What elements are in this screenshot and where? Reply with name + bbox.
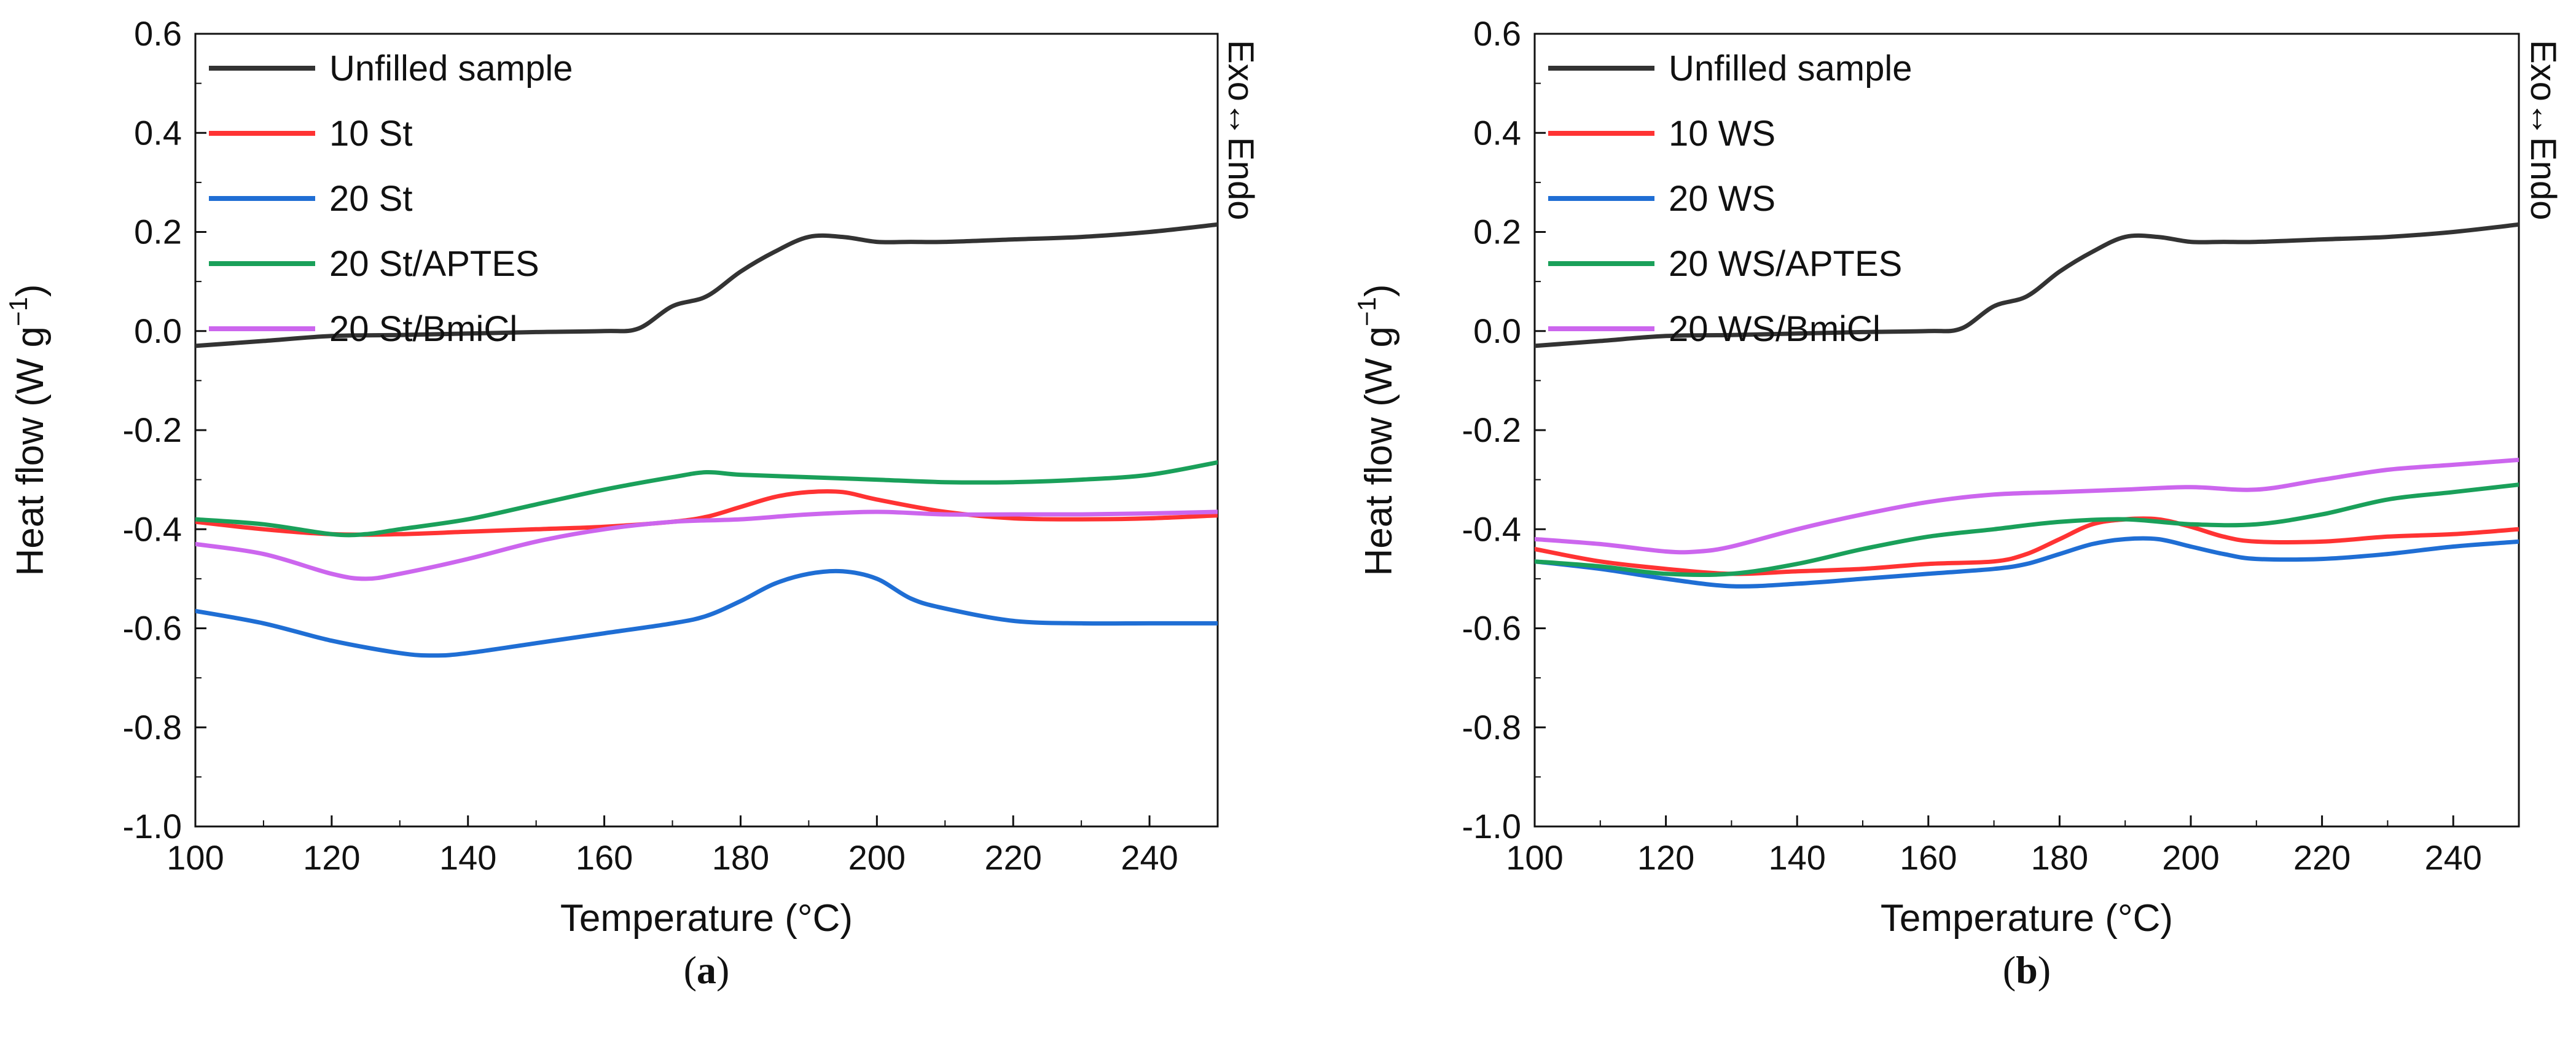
series-line-20-ws-aptes bbox=[1535, 482, 2519, 578]
y-tick-label: -1.0 bbox=[123, 807, 182, 846]
series-line-20-st-bmicl bbox=[195, 509, 1218, 581]
x-tick-label: 200 bbox=[2162, 838, 2219, 877]
y-tick-label: -0.2 bbox=[1462, 410, 1522, 449]
panel-label: (b) bbox=[2003, 948, 2051, 992]
legend-label: 10 WS bbox=[1669, 114, 1775, 154]
x-tick-label: 140 bbox=[1768, 838, 1825, 877]
series-line-unfilled-sample bbox=[1535, 222, 2519, 348]
x-axis-label: Temperature (°C) bbox=[560, 897, 853, 940]
series-line-20-ws-bmicl bbox=[1535, 457, 2519, 555]
x-tick-label: 200 bbox=[848, 838, 906, 877]
x-tick-label: 180 bbox=[2031, 838, 2088, 877]
panel-label: (a) bbox=[684, 948, 730, 992]
legend-label: 20 St/BmiCl bbox=[329, 309, 517, 349]
legend-label: 20 WS bbox=[1669, 179, 1775, 219]
y-tick-label: 0.0 bbox=[1473, 312, 1521, 350]
y-tick-label: 0.4 bbox=[1473, 113, 1521, 152]
x-tick-label: 160 bbox=[576, 838, 633, 877]
y-tick-label: -0.8 bbox=[123, 708, 182, 747]
y-tick-label: 0.4 bbox=[134, 113, 182, 152]
legend-label: 20 St bbox=[329, 179, 412, 219]
x-tick-label: 220 bbox=[2293, 838, 2351, 877]
y-tick-label: 0.2 bbox=[1473, 213, 1521, 251]
y-tick-label: -0.4 bbox=[123, 509, 182, 548]
x-tick-label: 160 bbox=[1900, 838, 1957, 877]
series-line-unfilled-sample bbox=[195, 222, 1218, 348]
y-tick-label: -0.8 bbox=[1462, 708, 1522, 747]
legend: Unfilled sample 10 St 20 St 20 St/APTES 20 S… bbox=[209, 49, 573, 349]
x-tick-label: 240 bbox=[1121, 838, 1178, 877]
y-tick-label: -0.2 bbox=[123, 410, 182, 449]
x-tick-label: 100 bbox=[1506, 838, 1563, 877]
y-tick-label: 0.6 bbox=[1473, 14, 1521, 53]
series-line-10-st bbox=[195, 489, 1218, 537]
x-tick-label: 180 bbox=[712, 838, 769, 877]
series-line-20-st-aptes bbox=[195, 460, 1218, 538]
legend-label: Unfilled sample bbox=[329, 49, 573, 88]
x-tick-label: 100 bbox=[166, 838, 224, 877]
legend-label: 20 WS/BmiCl bbox=[1669, 309, 1881, 349]
y-tick-label: 0.0 bbox=[134, 312, 182, 350]
y-tick-label: -0.4 bbox=[1462, 509, 1522, 548]
legend-label: Unfilled sample bbox=[1669, 49, 1912, 88]
legend-label: 20 St/APTES bbox=[329, 244, 539, 284]
x-axis-label: Temperature (°C) bbox=[1881, 897, 2173, 940]
y-axis-label: Heat flow (W g−1) bbox=[4, 284, 52, 576]
x-tick-label: 220 bbox=[984, 838, 1041, 877]
legend: Unfilled sample 10 WS 20 WS 20 WS/APTES 20 W… bbox=[1548, 49, 1912, 349]
y-tick-label: -0.6 bbox=[123, 609, 182, 648]
series-line-20-st bbox=[195, 568, 1218, 658]
chart-panel-a: 100 120 140 160 180 200 220 240 0.6 0.4 0.2 0.0 -0.2… bbox=[4, 14, 1261, 992]
series-line-20-ws bbox=[1535, 536, 2519, 589]
y-tick-label: -0.6 bbox=[1462, 609, 1522, 648]
y-tick-label: 0.6 bbox=[134, 14, 182, 53]
exo-endo-note: Exo↔Endo bbox=[1221, 40, 1261, 220]
x-tick-label: 240 bbox=[2424, 838, 2481, 877]
legend-label: 20 WS/APTES bbox=[1669, 244, 1902, 284]
x-tick-label: 140 bbox=[439, 838, 496, 877]
y-tick-label: 0.2 bbox=[134, 213, 182, 251]
x-tick-label: 120 bbox=[1637, 838, 1694, 877]
y-axis-label: Heat flow (W g−1) bbox=[1352, 284, 1400, 576]
chart-panel-b: 100 120 140 160 180 200 220 240 0.6 0.4 0.2 0.0 -0.2… bbox=[1352, 14, 2563, 992]
legend-label: 10 St bbox=[329, 114, 412, 154]
exo-endo-note: Exo↔Endo bbox=[2523, 40, 2563, 220]
x-tick-label: 120 bbox=[303, 838, 360, 877]
y-tick-label: -1.0 bbox=[1462, 807, 1522, 846]
